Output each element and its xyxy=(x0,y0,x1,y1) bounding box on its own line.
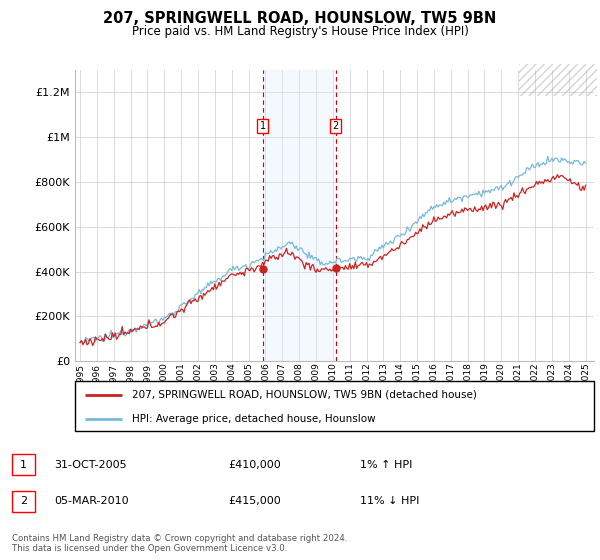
Text: 207, SPRINGWELL ROAD, HOUNSLOW, TW5 9BN: 207, SPRINGWELL ROAD, HOUNSLOW, TW5 9BN xyxy=(103,11,497,26)
Text: £410,000: £410,000 xyxy=(228,460,281,470)
Text: 31-OCT-2005: 31-OCT-2005 xyxy=(54,460,127,470)
FancyBboxPatch shape xyxy=(75,381,594,431)
Text: Price paid vs. HM Land Registry's House Price Index (HPI): Price paid vs. HM Land Registry's House … xyxy=(131,25,469,38)
Bar xyxy=(263,70,335,361)
Text: 1: 1 xyxy=(20,460,27,470)
Text: HPI: Average price, detached house, Hounslow: HPI: Average price, detached house, Houn… xyxy=(132,414,376,423)
Text: 1: 1 xyxy=(259,121,266,131)
Text: Contains HM Land Registry data © Crown copyright and database right 2024.
This d: Contains HM Land Registry data © Crown c… xyxy=(12,534,347,553)
Text: 207, SPRINGWELL ROAD, HOUNSLOW, TW5 9BN (detached house): 207, SPRINGWELL ROAD, HOUNSLOW, TW5 9BN … xyxy=(132,390,477,400)
Text: 11% ↓ HPI: 11% ↓ HPI xyxy=(360,496,419,506)
Text: £415,000: £415,000 xyxy=(228,496,281,506)
Text: 2: 2 xyxy=(20,496,27,506)
Text: 2: 2 xyxy=(332,121,339,131)
Text: 1% ↑ HPI: 1% ↑ HPI xyxy=(360,460,412,470)
Text: 05-MAR-2010: 05-MAR-2010 xyxy=(54,496,128,506)
